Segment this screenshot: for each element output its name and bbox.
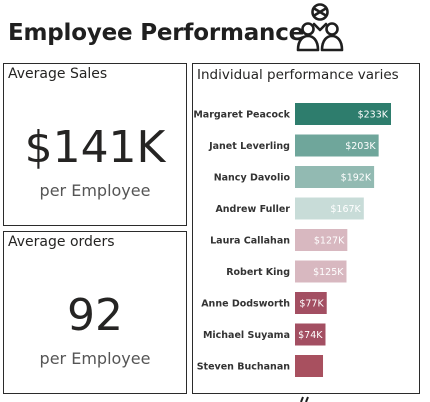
bar[interactable] [295,197,364,220]
cursor-glyph-icon [300,396,309,402]
category-label: Janet Leverling [208,141,290,152]
category-label: Margaret Peacock [193,110,290,121]
bar[interactable] [295,260,347,283]
chart-title: Individual performance varies [197,67,399,83]
bar[interactable] [295,166,375,188]
bar-value-label: $125K [313,267,344,278]
performance-chart-card: Individual performance varies Margaret P… [192,63,420,394]
bar[interactable] [295,323,326,346]
category-label: Robert King [226,267,290,278]
bar-value-label: $77K [299,299,324,310]
bar[interactable] [295,355,324,377]
average-orders-title: Average orders [8,234,115,250]
bar-value-label: $233K [358,110,389,121]
average-sales-title: Average Sales [8,66,108,82]
category-label: Steven Buchanan [197,362,291,373]
bar[interactable] [295,103,391,125]
bar-value-label: $203K [345,141,376,152]
category-label: Michael Suyama [203,330,290,341]
average-sales-value: $141K [24,122,166,173]
bar[interactable] [295,292,327,314]
performance-bar-chart: Margaret Peacock $233K Janet Leverling $203… [193,103,391,377]
bar[interactable] [295,134,379,157]
average-orders-card: Average orders 92 per Employee [3,231,187,394]
bar-value-label: $74K [298,330,323,341]
category-label: Nancy Davolio [214,173,291,184]
team-people-icon [296,3,344,52]
average-orders-subtitle: per Employee [39,349,151,368]
bar-value-label: $167K [330,204,361,215]
category-label: Laura Callahan [210,236,290,247]
bar-value-label: $127K [314,236,345,247]
bar-value-label: $192K [341,173,372,184]
category-label: Anne Dodsworth [201,299,290,310]
average-orders-value: 92 [67,290,123,341]
average-sales-card: Average Sales $141K per Employee [3,63,187,226]
average-sales-subtitle: per Employee [39,181,151,200]
category-label: Andrew Fuller [215,204,290,215]
bar[interactable] [295,229,348,251]
page-title: Employee Performance [8,20,305,46]
